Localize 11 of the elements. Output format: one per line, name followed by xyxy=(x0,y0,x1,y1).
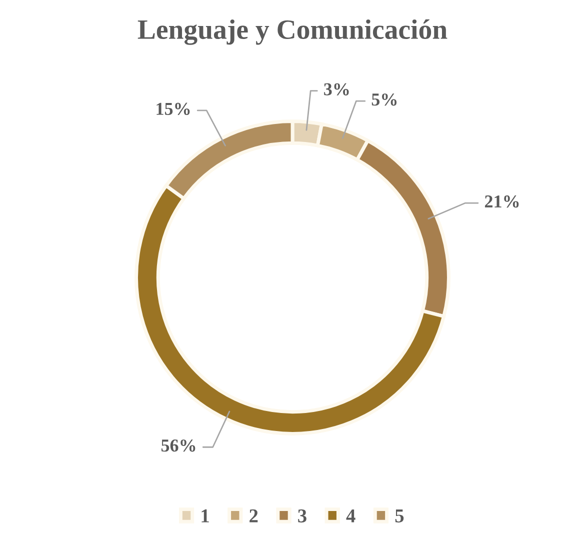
legend-label: 3 xyxy=(298,509,306,522)
legend-label: 5 xyxy=(395,510,404,522)
data-label: 3% xyxy=(324,83,349,96)
legend-label: 1 xyxy=(202,509,209,522)
chart-title: Lenguaje y Comunicación xyxy=(138,19,448,45)
data-label: 56% xyxy=(161,439,196,452)
data-label: 15% xyxy=(156,102,190,116)
legend-label: 2 xyxy=(250,509,258,522)
data-label: 21% xyxy=(484,195,519,208)
data-label: 5% xyxy=(372,93,397,106)
legend-label: 4 xyxy=(346,509,356,522)
